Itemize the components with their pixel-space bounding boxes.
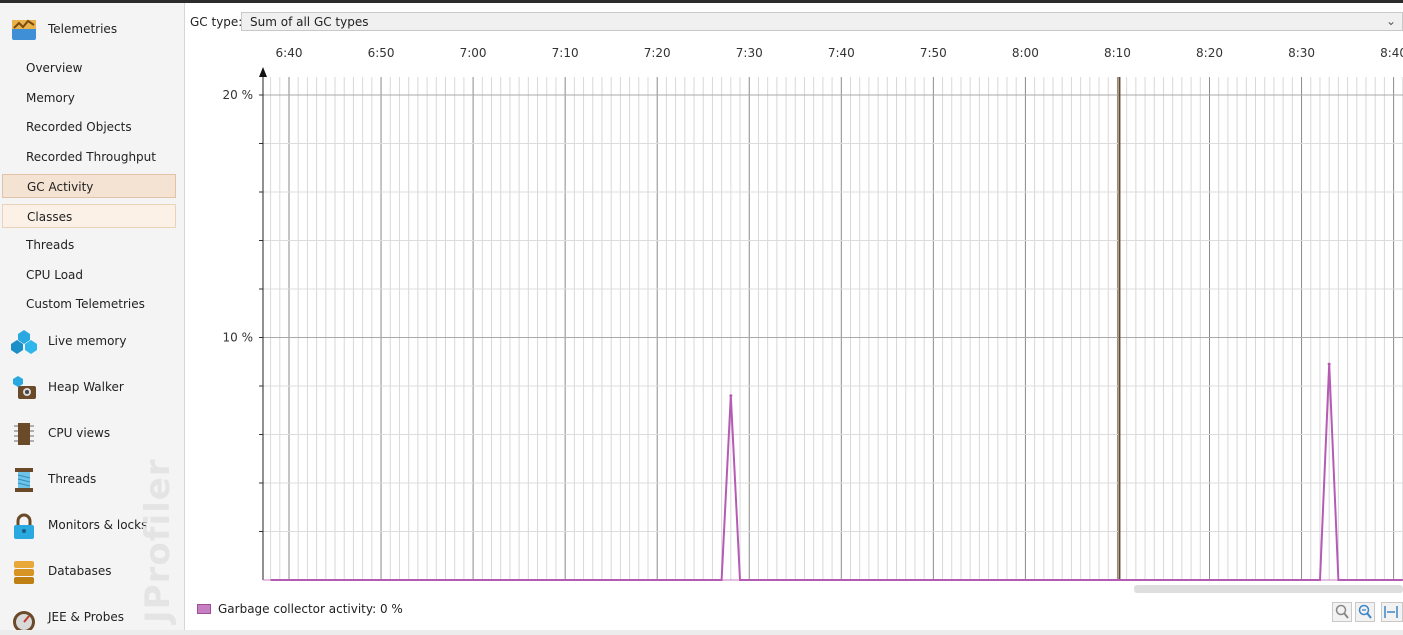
section-threads[interactable]: Threads bbox=[0, 460, 184, 500]
sidebar-item-label: Recorded Throughput bbox=[26, 150, 156, 164]
live-memory-icon bbox=[10, 328, 38, 356]
gc-type-value: Sum of all GC types bbox=[250, 15, 369, 29]
section-live-memory[interactable]: Live memory bbox=[0, 322, 184, 362]
x-tick-label: 6:40 bbox=[276, 46, 303, 60]
horizontal-scrollbar[interactable] bbox=[1134, 585, 1403, 593]
section-label: CPU views bbox=[48, 426, 111, 440]
series-line-gc-activity bbox=[270, 364, 1403, 581]
x-tick-label: 7:30 bbox=[736, 46, 763, 60]
x-tick-label: 8:00 bbox=[1012, 46, 1039, 60]
section-telemetries[interactable]: Telemetries bbox=[0, 10, 184, 50]
x-tick-label: 7:00 bbox=[460, 46, 487, 60]
section-monitors-locks[interactable]: Monitors & locks bbox=[0, 506, 184, 546]
jee-probes-icon bbox=[10, 604, 38, 633]
series-point bbox=[1327, 362, 1331, 366]
threads-icon bbox=[10, 466, 38, 494]
sidebar-item-label: Custom Telemetries bbox=[26, 297, 145, 311]
x-tick-label: 7:10 bbox=[552, 46, 579, 60]
sidebar-item-label: Overview bbox=[26, 61, 83, 75]
x-tick-label: 8:30 bbox=[1288, 46, 1315, 60]
sidebar-item-overview[interactable]: Overview bbox=[2, 56, 176, 80]
x-tick-label: 6:50 bbox=[368, 46, 395, 60]
sidebar-item-recorded-objects[interactable]: Recorded Objects bbox=[2, 115, 176, 139]
sidebar-item-label: Memory bbox=[26, 91, 75, 105]
x-tick-label: 8:40 bbox=[1380, 46, 1403, 60]
databases-icon bbox=[10, 558, 38, 586]
gc-type-bar: GC type: Sum of all GC types ⌄ bbox=[185, 10, 1403, 34]
sidebar: Telemetries Overview Memory Recorded Obj… bbox=[0, 3, 185, 635]
section-jee-probes[interactable]: JEE & Probes bbox=[0, 598, 184, 635]
jprofiler-watermark: JProfiler bbox=[138, 458, 178, 623]
zoom-out-button[interactable] bbox=[1355, 602, 1375, 622]
section-label: Live memory bbox=[48, 334, 127, 348]
y-tick-label: 10 % bbox=[223, 331, 254, 345]
sidebar-item-label: Threads bbox=[26, 238, 75, 252]
sidebar-item-threads[interactable]: Threads bbox=[2, 233, 176, 257]
sidebar-item-recorded-throughput[interactable]: Recorded Throughput bbox=[2, 145, 176, 169]
chevron-down-icon: ⌄ bbox=[1385, 14, 1396, 28]
section-label: Monitors & locks bbox=[48, 518, 148, 532]
window-top-border bbox=[0, 0, 1403, 3]
section-label: Heap Walker bbox=[48, 380, 124, 394]
section-label: Databases bbox=[48, 564, 112, 578]
zoom-fit-icon bbox=[1384, 606, 1398, 618]
sidebar-item-gc-activity[interactable]: GC Activity bbox=[2, 174, 176, 198]
cpu-views-icon bbox=[10, 420, 38, 448]
legend-text: Garbage collector activity: 0 % bbox=[218, 602, 403, 616]
sidebar-item-classes[interactable]: Classes bbox=[2, 204, 176, 228]
sidebar-item-label: Recorded Objects bbox=[26, 120, 132, 134]
y-tick-label: 20 % bbox=[223, 88, 254, 102]
sidebar-item-memory[interactable]: Memory bbox=[2, 86, 176, 110]
status-strip bbox=[0, 630, 1403, 635]
legend-swatch bbox=[197, 604, 211, 614]
x-tick-label: 8:10 bbox=[1104, 46, 1131, 60]
zoom-in-icon bbox=[1335, 604, 1349, 619]
section-cpu-views[interactable]: CPU views bbox=[0, 414, 184, 454]
sidebar-item-label: CPU Load bbox=[26, 268, 83, 282]
zoom-fit-button[interactable] bbox=[1381, 602, 1403, 622]
section-label: JEE & Probes bbox=[48, 610, 124, 624]
section-databases[interactable]: Databases bbox=[0, 552, 184, 592]
monitors-locks-icon bbox=[10, 512, 38, 540]
sidebar-item-label: GC Activity bbox=[27, 180, 94, 194]
x-tick-label: 7:50 bbox=[920, 46, 947, 60]
x-tick-label: 7:20 bbox=[644, 46, 671, 60]
x-tick-label: 7:40 bbox=[828, 46, 855, 60]
section-label: Telemetries bbox=[48, 22, 118, 36]
gc-activity-chart[interactable]: 6:40 6:50 7:00 7:10 7:20 7:30 7:40 7:50 8:00 8:10… bbox=[185, 35, 1403, 590]
series-point bbox=[729, 394, 733, 398]
zoom-in-button[interactable] bbox=[1332, 602, 1352, 622]
gc-type-select[interactable]: Sum of all GC types ⌄ bbox=[241, 12, 1403, 31]
telemetries-icon bbox=[10, 16, 38, 44]
sidebar-item-label: Classes bbox=[27, 210, 73, 224]
gc-type-label: GC type: bbox=[190, 15, 243, 29]
sidebar-item-custom-telemetries[interactable]: Custom Telemetries bbox=[2, 292, 176, 316]
sidebar-item-cpu-load[interactable]: CPU Load bbox=[2, 263, 176, 287]
heap-walker-icon bbox=[10, 374, 38, 402]
zoom-out-icon bbox=[1358, 604, 1372, 619]
section-heap-walker[interactable]: Heap Walker bbox=[0, 368, 184, 408]
y-axis-arrow-icon bbox=[259, 67, 267, 77]
section-label: Threads bbox=[48, 472, 97, 486]
x-tick-label: 8:20 bbox=[1196, 46, 1223, 60]
